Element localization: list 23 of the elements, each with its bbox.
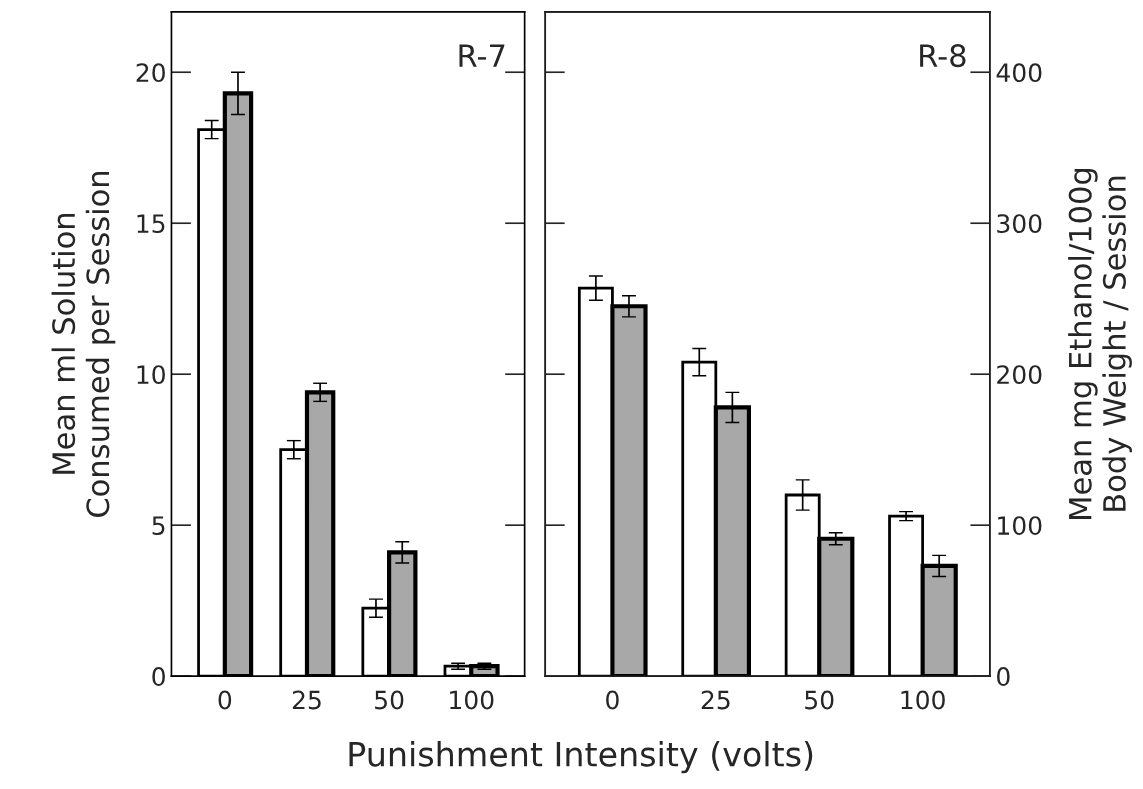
annotation: R-8 [920, 44, 966, 68]
y2-tick-label: 400 [996, 63, 1042, 83]
x-tick-label: 100 [901, 690, 945, 710]
x-tick-label: 25 [701, 690, 730, 710]
y2-tick-label: 300 [997, 214, 1042, 234]
x-axis-title: Punishment Intensity (volts) [349, 740, 813, 774]
x-tick-label: 0 [606, 690, 619, 710]
annotation: R-7 [459, 44, 505, 67]
y2-tick-label: 0 [997, 667, 1010, 687]
y-tick-label: 20 [136, 63, 165, 83]
x-tick-label: 50 [375, 690, 404, 710]
x-tick-label: 0 [218, 690, 232, 710]
y2-axis-title: Mean mg Ethanol/100g Body Weight / Session [1068, 168, 1132, 519]
x-tick-label: 25 [292, 690, 321, 710]
y-tick-label: 0 [152, 667, 165, 687]
y2-tick-label: 100 [998, 516, 1042, 536]
y2-tick-label: 200 [997, 365, 1042, 385]
y-tick-label: 10 [137, 365, 165, 385]
y-tick-label: 5 [152, 516, 165, 536]
y-tick-label: 15 [137, 214, 165, 234]
x-tick-label: 100 [450, 690, 494, 710]
x-tick-label: 50 [805, 690, 834, 710]
y-axis-title: Mean ml Solution Consumed per Session [51, 171, 116, 517]
